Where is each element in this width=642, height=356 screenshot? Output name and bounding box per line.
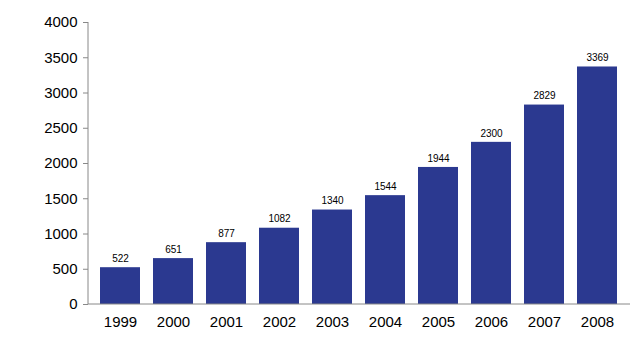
svg-text:2002: 2002	[263, 313, 296, 330]
svg-text:2008: 2008	[581, 313, 614, 330]
svg-text:522: 522	[112, 253, 129, 264]
svg-text:3000: 3000	[44, 84, 77, 101]
svg-text:2003: 2003	[316, 313, 349, 330]
svg-text:1340: 1340	[321, 195, 344, 206]
svg-text:1000: 1000	[44, 225, 77, 242]
svg-text:2006: 2006	[475, 313, 508, 330]
svg-text:2500: 2500	[44, 119, 77, 136]
svg-text:2001: 2001	[210, 313, 243, 330]
svg-text:2007: 2007	[528, 313, 561, 330]
svg-text:1082: 1082	[268, 213, 291, 224]
svg-text:500: 500	[52, 260, 77, 277]
svg-text:1500: 1500	[44, 190, 77, 207]
svg-text:1999: 1999	[104, 313, 137, 330]
svg-text:2005: 2005	[422, 313, 455, 330]
svg-text:1944: 1944	[427, 153, 450, 164]
svg-text:877: 877	[218, 228, 235, 239]
svg-text:651: 651	[165, 244, 182, 255]
svg-text:2000: 2000	[44, 154, 77, 171]
svg-text:4000: 4000	[44, 13, 77, 30]
svg-text:3369: 3369	[586, 52, 609, 63]
svg-text:2300: 2300	[480, 128, 503, 139]
svg-text:2000: 2000	[157, 313, 190, 330]
svg-text:2829: 2829	[533, 90, 556, 101]
svg-text:2004: 2004	[369, 313, 402, 330]
svg-text:1544: 1544	[374, 181, 397, 192]
svg-text:3500: 3500	[44, 49, 77, 66]
svg-text:0: 0	[69, 295, 77, 312]
